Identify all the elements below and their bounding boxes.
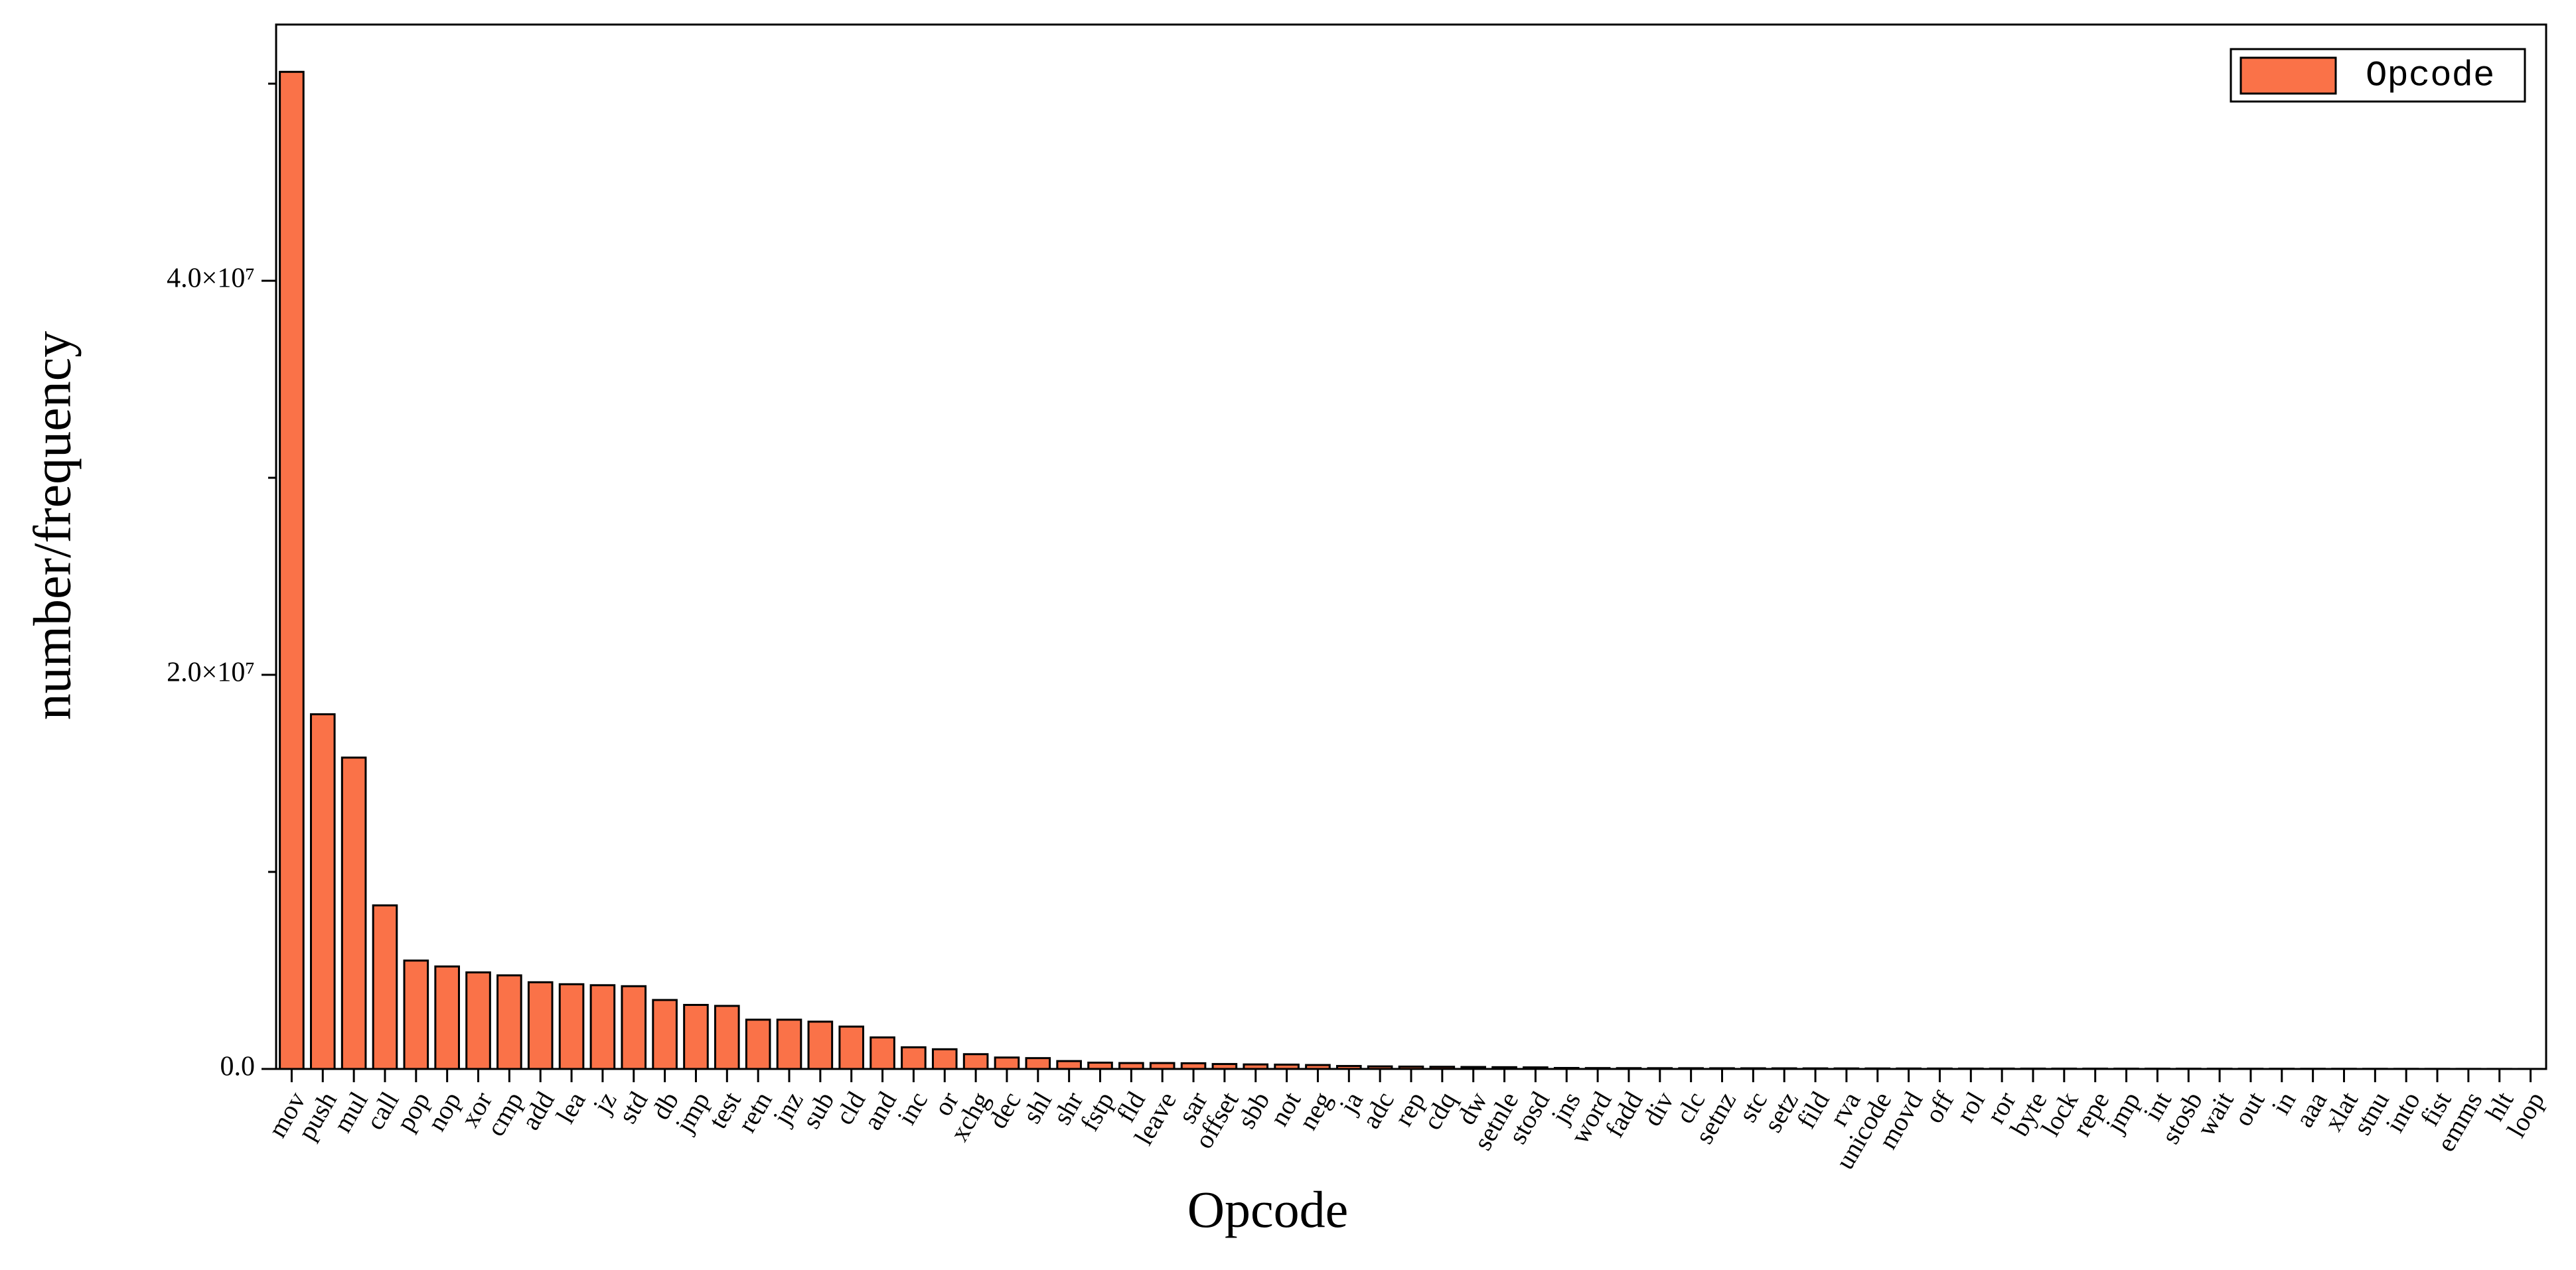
plot-frame <box>275 23 2547 1070</box>
bar <box>714 1005 740 1070</box>
bar <box>1460 1066 1487 1070</box>
bar <box>1398 1065 1424 1070</box>
bar <box>901 1046 927 1070</box>
bar <box>621 985 647 1070</box>
bar <box>1211 1063 1238 1070</box>
bar <box>341 756 367 1070</box>
y-axis-label: number/frequency <box>23 331 82 720</box>
bar <box>962 1053 989 1070</box>
bar <box>1740 1067 1766 1070</box>
bar <box>1149 1062 1175 1070</box>
legend-swatch <box>2239 56 2337 95</box>
y-tick-label: 0.0 <box>220 1052 256 1082</box>
bar <box>1678 1067 1704 1070</box>
bar <box>1180 1062 1207 1070</box>
bar <box>1335 1065 1362 1070</box>
bar <box>434 965 460 1070</box>
bar <box>683 1003 709 1070</box>
bar <box>372 904 398 1070</box>
bar <box>527 981 554 1070</box>
bar <box>1305 1064 1331 1070</box>
bar <box>2051 1067 2078 1070</box>
bar <box>1896 1067 1922 1070</box>
bar <box>1056 1060 1082 1070</box>
bar <box>776 1019 802 1070</box>
bar <box>1025 1057 1051 1070</box>
bar <box>1802 1067 1829 1070</box>
bar <box>1087 1061 1113 1070</box>
bar <box>558 983 585 1070</box>
x-tick-label: neg <box>1292 1087 1337 1135</box>
bar <box>994 1056 1020 1070</box>
bar <box>1989 1067 2015 1070</box>
bar <box>1709 1067 1735 1070</box>
bar <box>1647 1067 1673 1070</box>
bar <box>1833 1067 1860 1070</box>
x-tick-label: inc <box>891 1087 933 1130</box>
bar <box>1118 1062 1144 1070</box>
bar <box>403 959 429 1070</box>
bar <box>1367 1065 1393 1070</box>
bar <box>931 1048 958 1070</box>
bar <box>807 1021 834 1070</box>
bar <box>652 999 678 1070</box>
bar <box>745 1019 771 1070</box>
bar <box>1957 1067 1984 1070</box>
y-tick-label: 4.0×10⁷ <box>167 263 255 294</box>
bar <box>1616 1067 1642 1070</box>
x-tick-label: lea <box>550 1086 591 1128</box>
x-tick-label: loop <box>2501 1087 2551 1143</box>
bar <box>838 1025 865 1070</box>
bar <box>309 713 336 1070</box>
legend-label: Opcode <box>2366 56 2494 96</box>
bar <box>870 1036 895 1070</box>
bar <box>589 984 616 1070</box>
bar <box>1864 1067 1891 1070</box>
x-tick-label: out <box>2228 1087 2271 1131</box>
bar <box>1927 1067 1953 1070</box>
bar <box>1771 1067 1797 1070</box>
y-tick-label: 2.0×10⁷ <box>167 658 255 688</box>
bar <box>2020 1067 2046 1070</box>
bar <box>1491 1066 1517 1070</box>
bar <box>1274 1063 1300 1070</box>
bar <box>496 974 522 1070</box>
bar <box>1553 1067 1580 1070</box>
bar <box>279 70 305 1070</box>
bar <box>1243 1063 1269 1070</box>
bar <box>1429 1066 1456 1070</box>
bar <box>465 971 491 1070</box>
bar <box>1584 1067 1611 1070</box>
bar <box>1523 1066 1549 1070</box>
x-axis-label: Opcode <box>1187 1180 1349 1238</box>
